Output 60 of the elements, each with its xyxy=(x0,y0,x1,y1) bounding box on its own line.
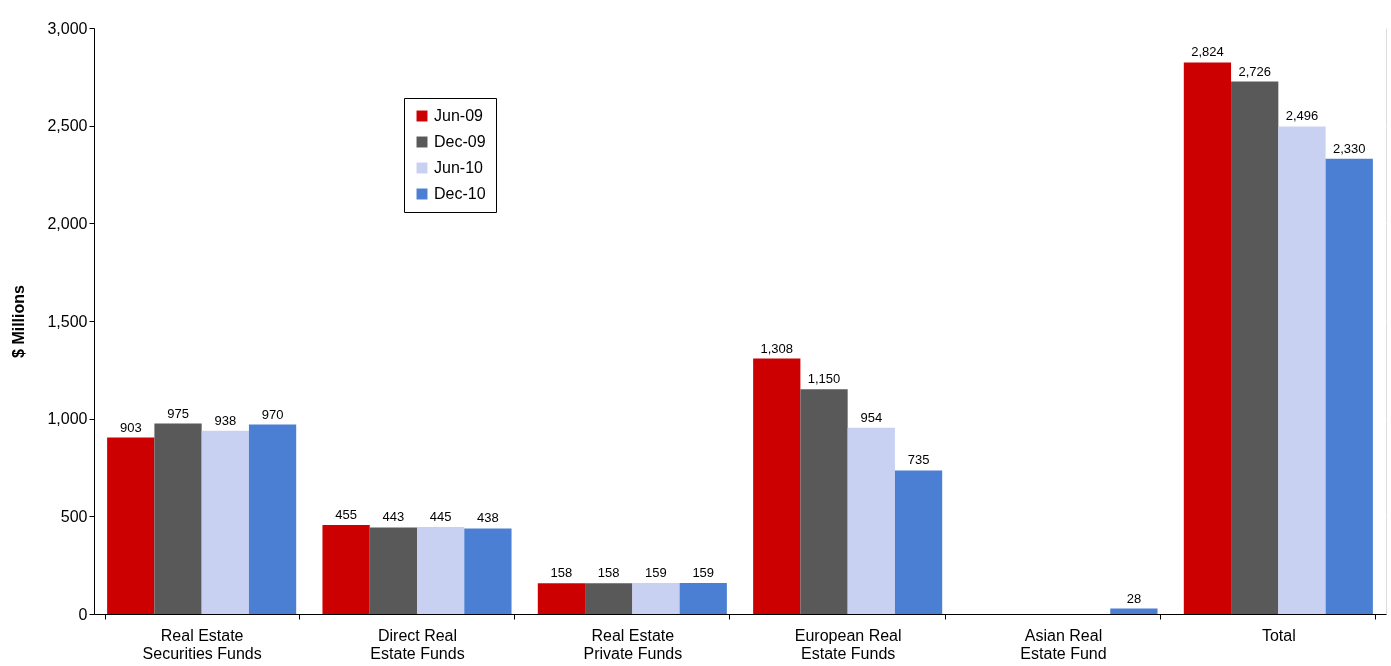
y-tick-label: 2,000 xyxy=(47,214,88,232)
data-label: 159 xyxy=(692,564,715,580)
bar xyxy=(1278,126,1326,614)
bar xyxy=(1183,62,1232,614)
y-tick-label: 0 xyxy=(78,605,88,623)
legend-label: Dec-10 xyxy=(434,185,486,202)
data-label: 970 xyxy=(261,406,284,422)
data-label: 903 xyxy=(119,419,142,435)
bar xyxy=(1231,81,1279,614)
bar xyxy=(107,437,155,614)
x-tick-label: Total xyxy=(1261,626,1296,644)
x-tick-label: Asian Real Estate Fund xyxy=(1020,626,1107,662)
y-tick-label: 1,000 xyxy=(47,410,88,428)
legend-label: Dec-09 xyxy=(434,133,486,150)
data-label: 445 xyxy=(429,509,452,525)
data-label: 158 xyxy=(597,565,620,581)
bar xyxy=(800,389,848,614)
bar xyxy=(464,528,512,614)
y-tick-label: 1,500 xyxy=(47,312,88,330)
x-tick-label: European Real Estate Funds xyxy=(794,626,902,662)
y-axis-title: $ Millions xyxy=(10,284,28,358)
bar xyxy=(847,427,895,614)
bar xyxy=(369,527,417,614)
bar xyxy=(248,424,297,614)
legend-label: Jun-10 xyxy=(434,159,484,176)
data-label: 2,496 xyxy=(1285,108,1319,124)
bar xyxy=(894,470,943,614)
bar xyxy=(1110,608,1158,614)
bar xyxy=(679,582,727,614)
data-label: 938 xyxy=(214,412,237,428)
y-tick-label: 2,500 xyxy=(47,117,88,135)
data-label: 1,150 xyxy=(807,371,841,387)
legend-label: Jun-09 xyxy=(434,107,484,124)
bar xyxy=(417,527,465,614)
data-label: 2,824 xyxy=(1191,44,1224,60)
bar xyxy=(1325,158,1373,614)
data-label: 158 xyxy=(550,565,573,581)
bar xyxy=(154,423,202,614)
data-label: 28 xyxy=(1126,590,1142,606)
bar xyxy=(201,430,249,614)
bar xyxy=(322,525,370,614)
data-label: 2,726 xyxy=(1238,63,1271,79)
data-label: 438 xyxy=(477,510,499,526)
data-label: 2,330 xyxy=(1332,140,1366,156)
data-label: 443 xyxy=(382,509,405,525)
x-tick-label: Real Estate Securities Funds xyxy=(142,626,262,662)
data-label: 954 xyxy=(860,409,883,425)
bar xyxy=(632,582,680,614)
data-label: 975 xyxy=(167,405,189,421)
x-tick-label: Direct Real Estate Funds xyxy=(370,626,465,662)
bar xyxy=(537,583,586,614)
data-label: 455 xyxy=(335,507,357,523)
data-label: 159 xyxy=(645,564,667,580)
data-label: 1,308 xyxy=(760,340,794,356)
data-label: 735 xyxy=(907,452,930,468)
x-tick-label: Real Estate Private Funds xyxy=(583,626,683,662)
bar xyxy=(753,358,801,614)
y-tick-label: 500 xyxy=(60,507,88,525)
bar xyxy=(585,583,633,614)
y-tick-label: 3,000 xyxy=(47,19,88,37)
